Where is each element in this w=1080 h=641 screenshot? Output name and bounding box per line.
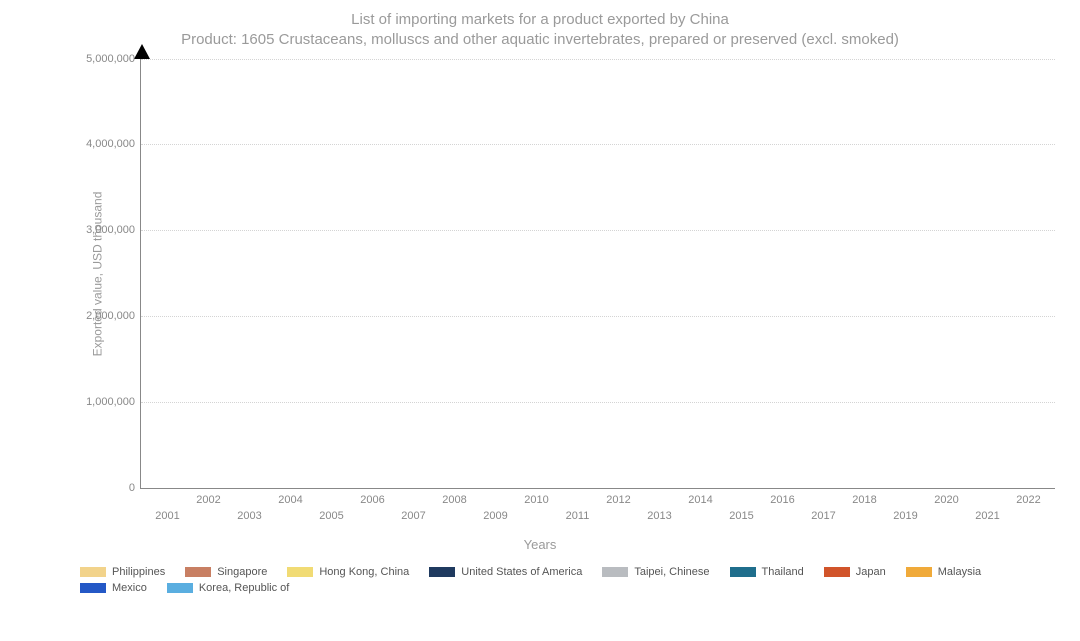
legend-item: Malaysia	[906, 566, 981, 578]
legend-swatch-icon	[429, 567, 455, 577]
chart-area: Exported value, USD thousand 20012002200…	[110, 59, 1055, 489]
x-tick-label: 2002	[196, 494, 220, 506]
legend-item: Korea, Republic of	[167, 582, 290, 594]
x-tick-label: 2018	[852, 494, 876, 506]
plot-region: 2001200220032004200520062007200820092010…	[140, 59, 1055, 489]
grid-line	[141, 144, 1055, 145]
grid-line	[141, 230, 1055, 231]
legend-label: Mexico	[112, 582, 147, 594]
legend-item: Singapore	[185, 566, 267, 578]
legend-swatch-icon	[602, 567, 628, 577]
x-tick-label: 2001	[155, 510, 179, 522]
x-tick-label: 2009	[483, 510, 507, 522]
x-tick-label: 2011	[566, 510, 590, 522]
x-tick-label: 2012	[606, 494, 630, 506]
legend-label: Taipei, Chinese	[634, 566, 709, 578]
legend: Philippines Singapore Hong Kong, China Unit…	[80, 566, 1020, 594]
legend-item: United States of America	[429, 566, 582, 578]
y-tick-label: 1,000,000	[86, 396, 135, 408]
legend-swatch-icon	[185, 567, 211, 577]
y-tick-label: 3,000,000	[86, 224, 135, 236]
x-axis-label: Years	[0, 537, 1080, 552]
legend-item: Japan	[824, 566, 886, 578]
legend-swatch-icon	[730, 567, 756, 577]
legend-swatch-icon	[287, 567, 313, 577]
legend-label: Hong Kong, China	[319, 566, 409, 578]
legend-swatch-icon	[80, 567, 106, 577]
legend-item: Hong Kong, China	[287, 566, 409, 578]
grid-line	[141, 402, 1055, 403]
x-tick-label: 2005	[319, 510, 343, 522]
legend-label: Japan	[856, 566, 886, 578]
legend-item: Mexico	[80, 582, 147, 594]
legend-item: Thailand	[730, 566, 804, 578]
y-tick-label: 2,000,000	[86, 310, 135, 322]
x-tick-label: 2010	[524, 494, 548, 506]
bars-container: 2001200220032004200520062007200820092010…	[141, 59, 1055, 488]
y-tick-label: 5,000,000	[86, 53, 135, 65]
x-tick-label: 2006	[360, 494, 384, 506]
legend-swatch-icon	[80, 583, 106, 593]
y-axis-label: Exported value, USD thousand	[90, 191, 104, 356]
y-tick-label: 4,000,000	[86, 138, 135, 150]
x-tick-label: 2017	[811, 510, 835, 522]
grid-line	[141, 316, 1055, 317]
x-tick-label: 2019	[893, 510, 917, 522]
title-line-2: Product: 1605 Crustaceans, molluscs and …	[40, 30, 1040, 50]
x-tick-label: 2003	[237, 510, 261, 522]
legend-label: Korea, Republic of	[199, 582, 290, 594]
legend-label: Philippines	[112, 566, 165, 578]
x-tick-label: 2020	[934, 494, 958, 506]
x-tick-label: 2022	[1016, 494, 1040, 506]
y-tick-label: 0	[129, 482, 135, 494]
x-tick-label: 2004	[278, 494, 302, 506]
x-tick-label: 2008	[442, 494, 466, 506]
legend-swatch-icon	[824, 567, 850, 577]
legend-label: Malaysia	[938, 566, 981, 578]
y-axis-arrow-icon	[134, 44, 150, 59]
x-tick-label: 2016	[770, 494, 794, 506]
x-tick-label: 2007	[401, 510, 425, 522]
x-tick-label: 2015	[729, 510, 753, 522]
legend-item: Taipei, Chinese	[602, 566, 709, 578]
legend-swatch-icon	[167, 583, 193, 593]
x-tick-label: 2021	[975, 510, 999, 522]
chart-title: List of importing markets for a product …	[0, 10, 1080, 59]
legend-item: Philippines	[80, 566, 165, 578]
title-line-1: List of importing markets for a product …	[40, 10, 1040, 30]
grid-line	[141, 59, 1055, 60]
x-tick-label: 2013	[647, 510, 671, 522]
legend-label: Singapore	[217, 566, 267, 578]
x-tick-label: 2014	[688, 494, 712, 506]
legend-label: Thailand	[762, 566, 804, 578]
legend-label: United States of America	[461, 566, 582, 578]
legend-swatch-icon	[906, 567, 932, 577]
